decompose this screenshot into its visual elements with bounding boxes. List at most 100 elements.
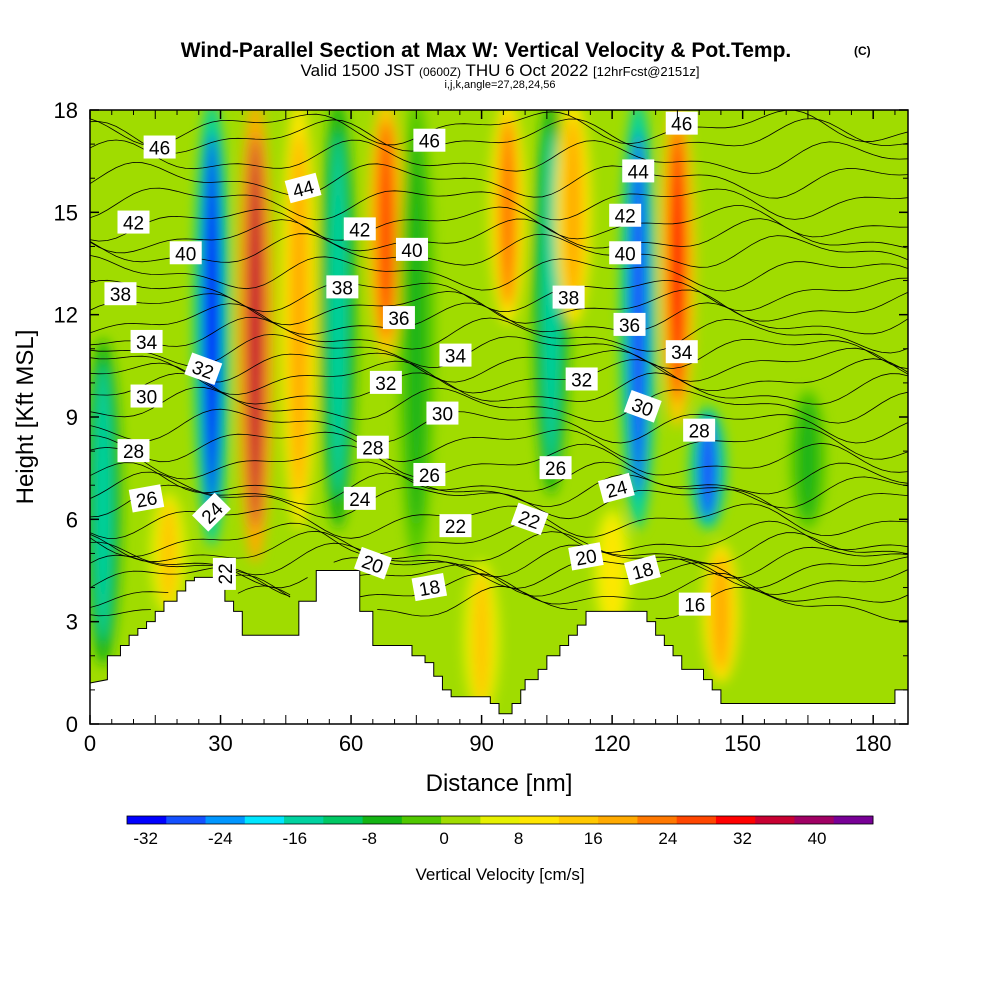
contour-label-text: 16 xyxy=(684,596,705,617)
isentrope-38 xyxy=(90,277,908,313)
copyright-mark: (C) xyxy=(854,44,871,58)
contour-label-22: 22 xyxy=(439,514,472,538)
contour-label-box xyxy=(565,367,598,391)
contour-label-text: 44 xyxy=(628,162,650,183)
contour-label-16: 16 xyxy=(678,592,711,617)
contour-label-42: 42 xyxy=(609,203,642,228)
velocity-core-updraft xyxy=(376,119,395,340)
contour-label-22: 22 xyxy=(510,502,549,536)
contour-label-30: 30 xyxy=(426,401,459,426)
contour-label-26: 26 xyxy=(413,462,446,487)
contour-label-46: 46 xyxy=(143,135,176,160)
contour-label-text: 42 xyxy=(615,207,636,228)
isentrope-43 xyxy=(90,187,908,221)
colorbar-swatch xyxy=(558,816,599,824)
contour-label-box xyxy=(395,237,428,261)
contour-label-box xyxy=(683,418,716,442)
subtitle-valid: Valid 1500 JST xyxy=(301,61,415,80)
isentrope-16 xyxy=(90,585,908,622)
x-tick-label: 150 xyxy=(724,731,761,756)
contour-label-box xyxy=(623,390,662,423)
contour-label-box xyxy=(354,546,392,580)
contour-label-34: 34 xyxy=(665,340,698,364)
colorbar-tick-label: 8 xyxy=(514,829,523,848)
contour-label-box xyxy=(678,592,711,616)
subtitle-fcst: [12hrFcst@2151z] xyxy=(593,64,699,79)
colorbar-swatch xyxy=(362,816,403,824)
contour-label-text: 46 xyxy=(149,139,170,160)
colorbar-tick-label: 32 xyxy=(733,829,752,848)
contour-label-text: 38 xyxy=(558,289,579,310)
isentrope-40 xyxy=(90,233,908,268)
contour-label-38: 38 xyxy=(104,282,137,306)
colorbar-tick-label: -32 xyxy=(133,829,158,848)
contour-label-box xyxy=(539,456,572,480)
isentrope-33 xyxy=(90,347,908,383)
colorbar: -32 -24 -16 -8 0 8 16 24 32 40 xyxy=(126,815,874,848)
contour-label-text: 18 xyxy=(417,577,441,601)
chart-title: Wind-Parallel Section at Max W: Vertical… xyxy=(181,39,792,62)
y-tick-label: 9 xyxy=(66,405,78,430)
y-tick-label: 18 xyxy=(54,98,78,123)
contour-label-box xyxy=(426,401,459,425)
contour-label-text: 46 xyxy=(671,115,692,136)
colorbar-swatch xyxy=(244,816,285,824)
isentrope-47 xyxy=(90,110,908,147)
colorbar-title: Vertical Velocity [cm/s] xyxy=(415,865,584,884)
contour-label-42: 42 xyxy=(343,217,376,241)
y-tick-label: 12 xyxy=(54,303,78,328)
contour-label-text: 42 xyxy=(349,220,370,241)
contour-label-text: 34 xyxy=(136,333,158,354)
velocity-core-updraft xyxy=(289,132,308,498)
contour-label-box xyxy=(284,172,322,204)
colorbar-swatch xyxy=(519,816,560,824)
contour-label-40: 40 xyxy=(169,241,202,265)
colorbar-swatch xyxy=(755,816,795,824)
subtitle-utc: (0600Z) xyxy=(419,65,461,79)
isentrope-17 xyxy=(90,572,908,608)
y-tick-label: 6 xyxy=(66,507,78,532)
colorbar-swatch xyxy=(794,816,835,824)
contour-label-46: 46 xyxy=(665,111,698,136)
velocity-core-downdraft xyxy=(329,132,348,498)
contour-label-text: 32 xyxy=(571,370,592,391)
colorbar-frame xyxy=(126,815,874,825)
contour-label-text: 20 xyxy=(574,546,598,570)
contour-label-text: 30 xyxy=(136,388,157,409)
y-tick-label: 3 xyxy=(66,610,78,635)
contour-label-box xyxy=(192,492,231,532)
isentrope-37 xyxy=(90,289,908,326)
contour-label-44: 44 xyxy=(284,172,322,204)
contour-label-box xyxy=(568,542,604,571)
contour-label-text: 26 xyxy=(419,466,440,487)
colorbar-swatch xyxy=(598,816,638,824)
colorbar-swatch xyxy=(441,816,481,824)
section-info: i,j,k,angle=27,28,24,56 xyxy=(444,79,555,91)
isentrope-45 xyxy=(90,139,908,174)
contour-label-text: 22 xyxy=(445,517,466,538)
contour-label-text: 40 xyxy=(615,244,636,265)
contour-label-40: 40 xyxy=(395,237,428,262)
isentrope-41 xyxy=(90,218,908,254)
isentrope-lines xyxy=(90,110,908,622)
contour-label-box xyxy=(128,484,165,513)
contour-label-box xyxy=(609,241,642,265)
contour-label-box xyxy=(411,572,448,602)
colorbar-swatch xyxy=(401,816,442,824)
isentrope-36 xyxy=(90,302,908,335)
contour-label-text: 22 xyxy=(216,563,237,584)
contour-label-30: 30 xyxy=(130,384,163,409)
y-axis-title: Height [Kft MSL] xyxy=(12,330,39,505)
contour-label-24: 24 xyxy=(343,486,376,511)
contour-label-text: 24 xyxy=(349,490,371,511)
velocity-core-updraft xyxy=(668,124,687,403)
contour-label-26: 26 xyxy=(128,484,165,513)
contour-label-text: 34 xyxy=(671,343,693,364)
colorbar-swatch xyxy=(127,816,167,824)
contour-label-text: 26 xyxy=(545,459,566,480)
contour-label-22: 22 xyxy=(212,557,237,590)
contour-label-box xyxy=(326,275,359,299)
x-axis-title: Distance [nm] xyxy=(426,770,573,797)
contour-label-44: 44 xyxy=(622,159,655,183)
contour-label-box xyxy=(130,384,163,408)
